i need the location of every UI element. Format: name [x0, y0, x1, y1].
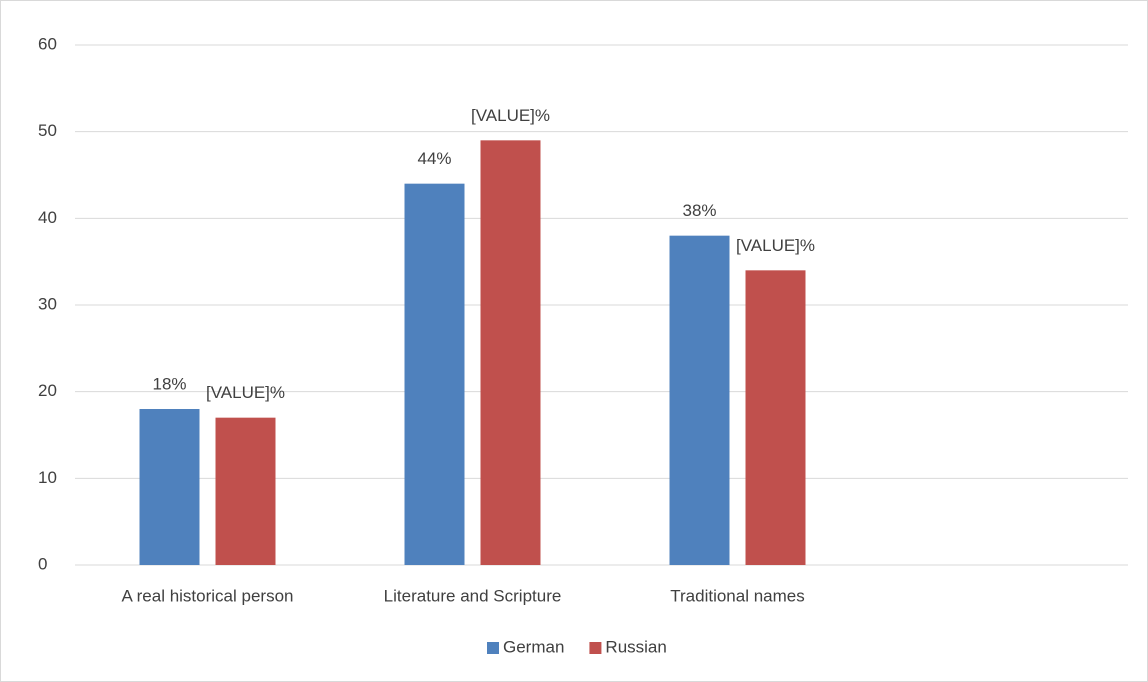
- y-tick-label: 30: [38, 294, 57, 313]
- x-tick-label: Literature and Scripture: [384, 586, 562, 605]
- value-label: 38%: [682, 201, 716, 220]
- y-tick-label: 20: [38, 381, 57, 400]
- legend-label: German: [503, 637, 564, 656]
- bar: [669, 235, 730, 565]
- y-tick-label: 60: [38, 34, 57, 53]
- legend-swatch: [589, 642, 602, 654]
- bar: [404, 183, 465, 565]
- x-tick-label: Traditional names: [670, 586, 805, 605]
- bar: [139, 409, 200, 565]
- legend-label: Russian: [605, 637, 666, 656]
- value-label: [VALUE]%: [736, 236, 815, 255]
- value-label: [VALUE]%: [471, 106, 550, 125]
- value-label: 18%: [152, 374, 186, 393]
- y-tick-label: 0: [38, 554, 47, 573]
- y-tick-label: 50: [38, 121, 57, 140]
- bar: [215, 417, 276, 565]
- y-tick-label: 40: [38, 208, 57, 227]
- legend-swatch: [487, 642, 499, 654]
- bar: [745, 270, 806, 565]
- value-label: 44%: [417, 149, 451, 168]
- y-tick-label: 10: [38, 468, 57, 487]
- x-tick-label: A real historical person: [122, 586, 294, 605]
- value-label: [VALUE]%: [206, 383, 285, 402]
- bar: [480, 140, 541, 566]
